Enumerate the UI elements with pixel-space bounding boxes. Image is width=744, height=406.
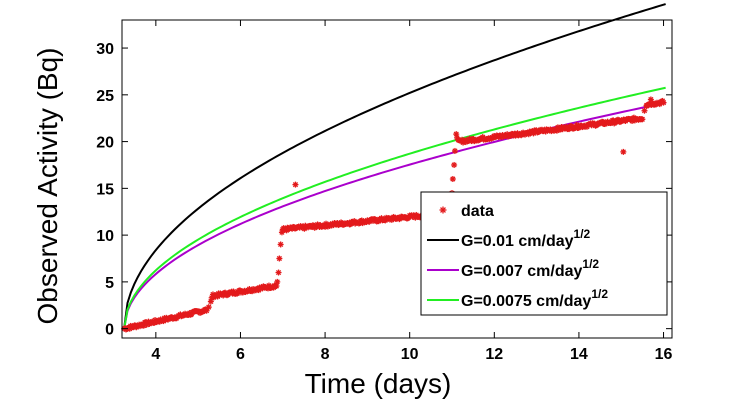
y-tick-label: 5	[105, 275, 114, 292]
data-point	[660, 99, 667, 106]
data-point	[454, 134, 461, 141]
legend: data G=0.01 cm/day1/2 G=0.007 cm/day1/2 G=0…	[420, 191, 668, 316]
x-tick-label: 4	[151, 346, 160, 363]
axes-frame	[121, 19, 673, 339]
data-point	[275, 269, 282, 276]
x-axis-title: Time (days)	[305, 368, 452, 399]
y-tick-label: 0	[105, 322, 114, 339]
data-point	[453, 131, 460, 138]
data-point	[276, 255, 283, 262]
data-point	[620, 148, 627, 155]
data-point	[639, 116, 646, 123]
y-tick-label: 15	[96, 181, 114, 198]
legend-label-superscript: 1/2	[574, 227, 591, 241]
data-point	[205, 304, 212, 311]
x-tick-label: 10	[401, 346, 419, 363]
legend-label-superscript: 1/2	[591, 287, 608, 301]
data-point	[278, 229, 285, 236]
data-point	[292, 181, 299, 188]
data-point	[449, 176, 456, 182]
data-point	[451, 147, 458, 154]
legend-marker-data	[439, 206, 447, 214]
series-line-3	[123, 86, 666, 329]
data-point	[451, 161, 458, 168]
data-point	[208, 294, 215, 301]
data-point	[274, 278, 281, 285]
y-tick-label: 10	[96, 228, 114, 245]
x-tick-label: 8	[321, 346, 330, 363]
legend-label: G=0.0075 cm/day1/2	[461, 287, 608, 310]
legend-label-superscript: 1/2	[582, 257, 599, 271]
x-tick-label: 16	[655, 346, 673, 363]
tick-layer: 4 6 8 10 12 14 16 0 5 10 15 20 25 30	[96, 20, 673, 363]
y-tick-label: 30	[96, 41, 114, 58]
series-line-2	[123, 101, 666, 329]
y-tick-label: 25	[96, 88, 114, 105]
data-point	[647, 96, 654, 103]
legend-label: data	[461, 203, 494, 220]
data-point	[277, 241, 284, 248]
x-tick-label: 14	[570, 346, 588, 363]
data-point	[643, 103, 650, 110]
legend-label: G=0.01 cm/day1/2	[461, 227, 591, 250]
legend-box	[420, 191, 668, 316]
y-tick-label: 20	[96, 135, 114, 152]
legend-label: G=0.007 cm/day1/2	[461, 257, 599, 280]
x-tick-label: 12	[485, 346, 503, 363]
axes-box	[121, 19, 673, 339]
x-tick-label: 6	[236, 346, 245, 363]
data-point	[641, 107, 648, 114]
series-line-1	[123, 3, 666, 329]
y-axis-title: Observed Activity (Bq)	[32, 48, 63, 325]
